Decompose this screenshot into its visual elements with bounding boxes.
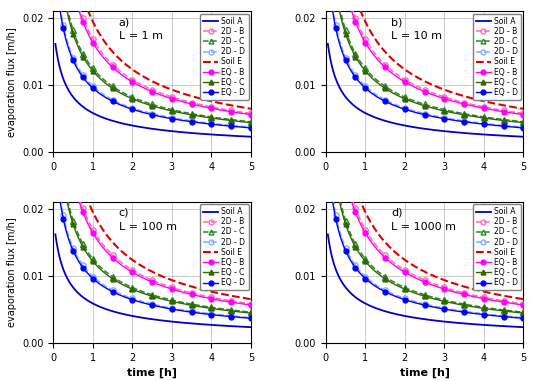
Text: L = 1000 m: L = 1000 m <box>391 222 456 232</box>
Text: b): b) <box>391 17 403 27</box>
Text: L = 1 m: L = 1 m <box>119 31 162 41</box>
Text: c): c) <box>119 208 129 218</box>
X-axis label: time [h]: time [h] <box>127 368 177 378</box>
Text: L = 10 m: L = 10 m <box>391 31 442 41</box>
Legend: Soil A, 2D - B, 2D - C, 2D - D, Soil E, EQ - B, EQ - C, EQ - D: Soil A, 2D - B, 2D - C, 2D - D, Soil E, … <box>200 204 248 290</box>
Y-axis label: evaporation flux [m/h]: evaporation flux [m/h] <box>6 218 17 327</box>
Text: a): a) <box>119 17 130 27</box>
Text: d): d) <box>391 208 403 218</box>
Text: L = 100 m: L = 100 m <box>119 222 177 232</box>
Legend: Soil A, 2D - B, 2D - C, 2D - D, Soil E, EQ - B, EQ - C, EQ - D: Soil A, 2D - B, 2D - C, 2D - D, Soil E, … <box>473 14 521 100</box>
X-axis label: time [h]: time [h] <box>399 368 450 378</box>
Y-axis label: evaporation flux [m/h]: evaporation flux [m/h] <box>6 27 17 137</box>
Legend: Soil A, 2D - B, 2D - C, 2D - D, Soil E, EQ - B, EQ - C, EQ - D: Soil A, 2D - B, 2D - C, 2D - D, Soil E, … <box>473 204 521 290</box>
Legend: Soil A, 2D - B, 2D - C, 2D - D, Soil E, EQ - B, EQ - C, EQ - D: Soil A, 2D - B, 2D - C, 2D - D, Soil E, … <box>200 14 248 100</box>
